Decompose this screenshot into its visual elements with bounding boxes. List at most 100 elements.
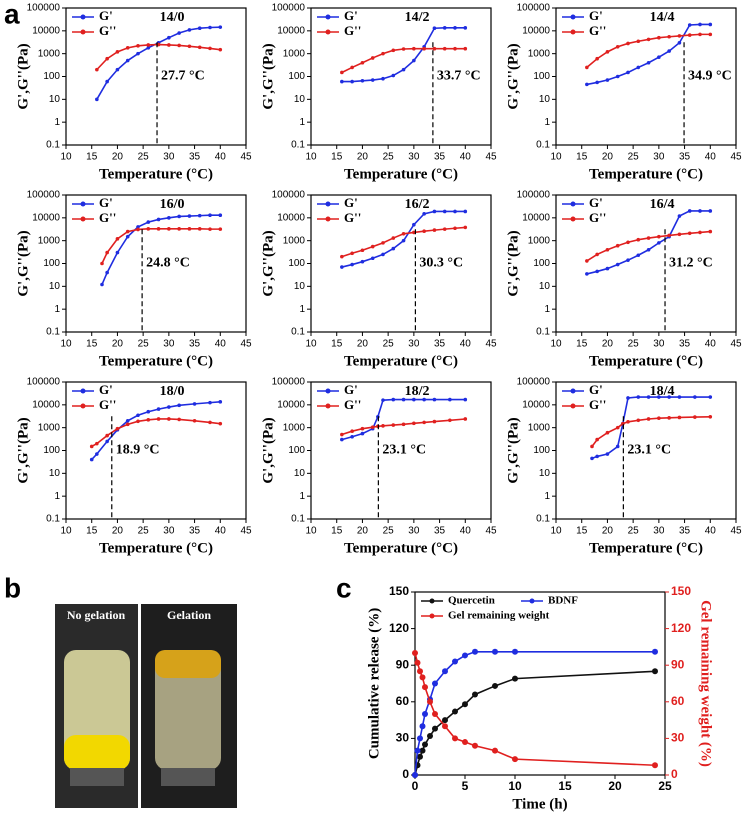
point [197,213,202,218]
x-tick-label: 15 [86,152,98,163]
legend-marker [80,403,86,409]
legend-label: G' [344,8,358,23]
y-tick-label: 150 [389,584,409,598]
point [125,418,130,423]
point [585,65,589,70]
point [417,668,423,675]
legend-label: G' [99,195,113,210]
y-tick-label: 10 [539,94,551,105]
series-line [414,652,656,767]
y2-tick-label: 0 [671,767,678,781]
y-tick-label: 10 [539,468,551,479]
y-tick-label: 0.1 [536,514,550,525]
point [340,437,344,442]
x-tick-label: 15 [576,152,588,163]
point [677,232,682,237]
legend-marker [325,403,331,409]
point [452,735,458,742]
point [100,261,104,266]
y-tick-label: 100000 [517,190,551,201]
y-tick-label: 1 [299,304,305,315]
point [462,701,468,708]
x-tick-label: 35 [434,339,446,350]
legend-marker [80,14,86,20]
y-tick-label: 90 [396,657,410,671]
point [472,691,478,698]
point [687,23,692,27]
point [657,234,661,239]
point [677,34,682,38]
point [615,444,620,449]
point [687,209,692,213]
y-tick-label: 30 [396,731,410,745]
y-tick-label: 100 [43,258,60,269]
point [125,46,130,50]
point [615,262,620,267]
x-tick-label: 10 [305,526,317,537]
point [381,76,385,81]
point [453,26,457,30]
y2-tick-label: 150 [671,584,691,598]
y-tick-label: 0.1 [46,140,60,151]
point [391,73,396,78]
point [381,51,385,56]
x-tick-label: 45 [485,526,497,537]
x-tick-label: 30 [408,526,420,537]
x-tick-label: 25 [628,526,640,537]
point [95,452,99,456]
y-tick-label: 0.1 [291,140,305,151]
point [115,50,120,54]
y-tick-label: 0.1 [291,327,305,338]
point [417,753,423,760]
x-tick-label: 30 [163,339,175,350]
legend-marker [325,201,331,207]
point [391,423,396,427]
x-tick-label: 35 [434,526,446,537]
y-tick-label: 10000 [522,212,550,223]
x-tick-label: 20 [357,152,369,163]
x-tick-label: 40 [460,152,472,163]
y-tick-label: 100000 [27,190,61,201]
y2-tick-label: 120 [671,621,691,635]
point [218,25,223,29]
point [512,756,518,763]
legend-marker [80,29,86,35]
point [636,418,641,423]
legend-marker [570,201,576,207]
point [401,422,406,427]
annotation-label: 23.1 °C [382,443,426,458]
point [462,739,468,746]
point [419,674,426,681]
y-tick-label: 0 [402,767,409,781]
x-tick-label: 25 [383,339,395,350]
y-tick-label: 100 [533,445,550,456]
x-tick-label: 30 [408,339,420,350]
point [698,209,702,213]
point [412,397,416,402]
point [652,762,658,769]
point [197,26,202,31]
x-tick-label: 15 [331,526,343,537]
point [95,97,99,102]
point [218,400,223,404]
point [370,256,375,261]
y2-tick-label: 30 [671,731,685,745]
y-axis-label: G',G''(Pa) [260,417,276,483]
point [636,39,641,44]
y-tick-label: 100000 [517,3,551,14]
y-tick-label: 10 [49,94,61,105]
x-tick-label: 35 [679,152,691,163]
point [636,253,641,258]
x-tick-label: 20 [602,339,614,350]
point [463,209,468,214]
point [453,209,457,214]
y-axis-label: G',G''(Pa) [15,43,31,109]
series-line [96,43,221,71]
point [432,397,437,402]
point [100,282,104,287]
y-tick-label: 10 [294,94,306,105]
x-tick-label: 35 [679,339,691,350]
point [381,398,385,402]
x-tick-label: 20 [112,339,124,350]
x-tick-label: 45 [240,152,252,163]
